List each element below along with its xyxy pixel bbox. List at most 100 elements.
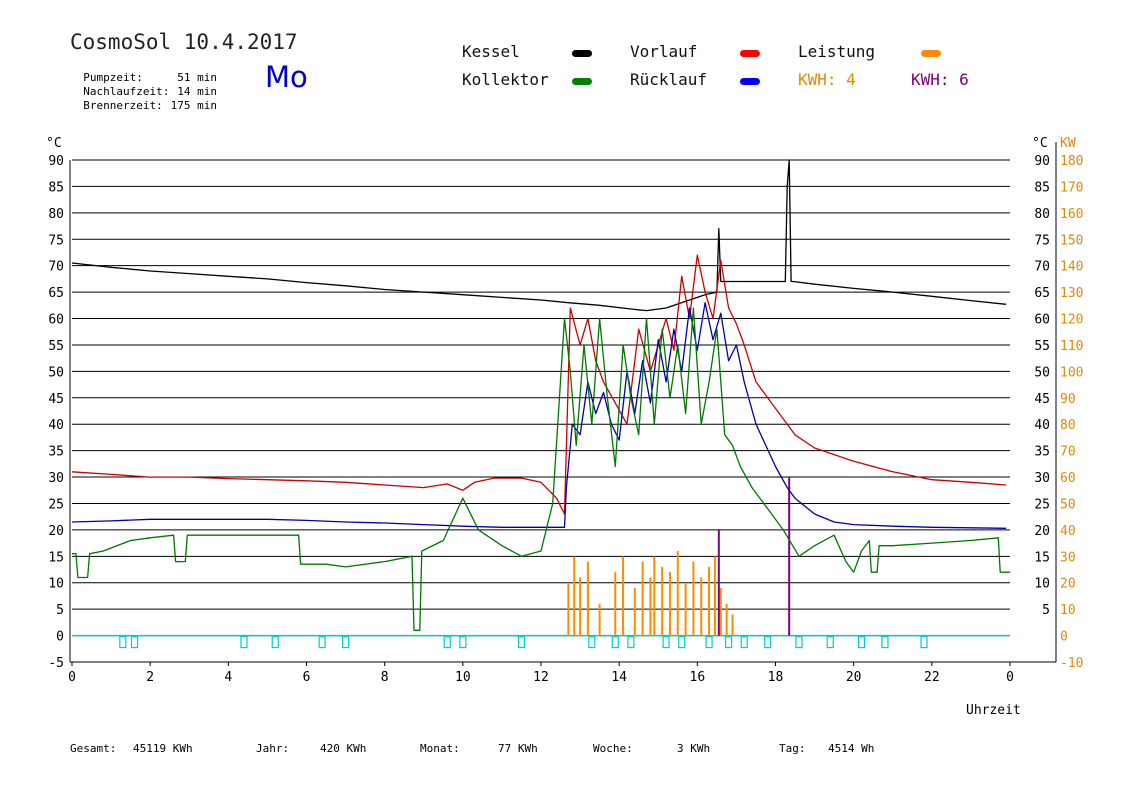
x-tick-label: 20 xyxy=(846,670,862,685)
y-tick-label-left: 30 xyxy=(48,471,64,486)
x-tick-label: 2 xyxy=(146,670,154,685)
footer-tag-label: Tag: xyxy=(779,742,806,755)
y-tick-label-right-kw: 170 xyxy=(1060,180,1083,195)
axis-labels: °C °C KW Uhrzeit xyxy=(46,136,1076,718)
y-tick-label-right-c: 70 xyxy=(1034,260,1050,275)
legend-leistung-swatch xyxy=(921,50,941,57)
y-tick-label-right-kw: 150 xyxy=(1060,233,1083,248)
y-tick-label-left: 40 xyxy=(48,418,64,433)
y-tick-label-right-c: 85 xyxy=(1034,180,1050,195)
pump-marker xyxy=(443,635,451,649)
y-tick-label-left: 0 xyxy=(56,630,64,645)
y-tick-label-right-kw: 140 xyxy=(1060,260,1083,275)
y-tick-label-left: 20 xyxy=(48,524,64,539)
y-tick-label-right-c: 90 xyxy=(1034,154,1050,169)
info-pumpzeit: Pumpzeit: 51 min xyxy=(70,58,217,84)
y-tick-label-right-kw: 110 xyxy=(1060,339,1083,354)
info-pumpzeit-value: 51 min xyxy=(177,71,217,84)
y-tick-label-right-kw: 80 xyxy=(1060,418,1076,433)
x-tick-label: 18 xyxy=(768,670,784,685)
y-tick-label-left: 10 xyxy=(48,577,64,592)
footer-tag-value: 4514 Wh xyxy=(828,742,875,755)
y-tick-label-right-c: 30 xyxy=(1034,471,1050,486)
pump-marker xyxy=(240,635,248,649)
tick-labels: -505101520253035404550556065707580859051… xyxy=(48,154,1083,685)
y-tick-label-right-c: 80 xyxy=(1034,207,1050,222)
y-tick-label-left: 60 xyxy=(48,313,64,328)
info-nachlaufzeit-label: Nachlaufzeit: xyxy=(83,85,170,98)
y-tick-label-right-c: 35 xyxy=(1034,445,1050,460)
y-tick-label-right-c: 50 xyxy=(1034,365,1050,380)
pump-marker xyxy=(881,635,889,649)
pump-marker xyxy=(724,635,733,649)
grid-lines xyxy=(72,159,1010,637)
leistung-bars xyxy=(567,477,791,636)
y-tick-label-right-kw: 130 xyxy=(1060,286,1083,301)
series-line-vorlauf xyxy=(71,254,1007,515)
x-tick-label: 16 xyxy=(690,670,706,685)
info-nachlaufzeit: Nachlaufzeit: 14 min xyxy=(70,72,217,98)
info-brennerzeit-value: 175 min xyxy=(170,99,217,112)
x-tick-label: 10 xyxy=(455,670,471,685)
ylabel-left: °C xyxy=(46,136,62,151)
x-tick-label: 6 xyxy=(303,670,311,685)
y-tick-label-left: 50 xyxy=(48,365,64,380)
y-tick-label-right-c: 65 xyxy=(1034,286,1050,301)
info-brennerzeit: Brennerzeit: 175 min xyxy=(70,86,217,112)
y-tick-label-left: 85 xyxy=(48,180,64,195)
y-tick-label-right-c: 25 xyxy=(1034,497,1050,512)
y-tick-label-right-kw: 120 xyxy=(1060,313,1083,328)
pump-marker xyxy=(662,635,670,649)
legend-kollektor-swatch xyxy=(572,78,592,85)
series-line-kollektor xyxy=(72,307,1010,631)
legend-ruecklauf-label: Rücklauf xyxy=(630,70,708,89)
legend-leistung-label: Leistung xyxy=(798,42,876,61)
y-tick-label-left: 80 xyxy=(48,207,64,222)
footer-gesamt-label: Gesamt: xyxy=(70,742,117,755)
legend-kwh-b: KWH: 6 xyxy=(911,70,969,89)
y-tick-label-right-c: 45 xyxy=(1034,392,1050,407)
y-tick-label-left: 45 xyxy=(48,392,64,407)
legend-ruecklauf-swatch xyxy=(740,78,760,85)
x-tick-label: 8 xyxy=(381,670,389,685)
pump-marker xyxy=(857,635,866,649)
y-tick-label-right-kw: -10 xyxy=(1060,656,1083,671)
y-tick-label-right-kw: 160 xyxy=(1060,207,1083,222)
y-tick-label-right-kw: 0 xyxy=(1060,630,1068,645)
series-lines xyxy=(71,159,1010,631)
ylabel-right-c: °C xyxy=(1032,136,1048,151)
pump-marker xyxy=(611,635,619,649)
footer-jahr-value: 420 KWh xyxy=(320,742,367,755)
y-tick-label-right-c: 60 xyxy=(1034,313,1050,328)
y-tick-label-right-kw: 50 xyxy=(1060,497,1076,512)
y-tick-label-left: 75 xyxy=(48,233,64,248)
info-nachlaufzeit-value: 14 min xyxy=(177,85,217,98)
legend-vorlauf-label: Vorlauf xyxy=(630,42,698,61)
y-tick-label-right-c: 15 xyxy=(1034,550,1050,565)
pump-marker xyxy=(705,635,713,649)
pump-marker xyxy=(119,635,127,649)
y-tick-label-right-kw: 10 xyxy=(1060,603,1076,618)
x-tick-label: 14 xyxy=(611,670,627,685)
y-tick-label-left: 90 xyxy=(48,154,64,169)
footer-monat-label: Monat: xyxy=(420,742,460,755)
ylabel-right-kw: KW xyxy=(1060,136,1076,151)
y-tick-label-right-kw: 40 xyxy=(1060,524,1076,539)
pump-marker xyxy=(588,635,596,649)
info-brennerzeit-label: Brennerzeit: xyxy=(83,99,163,112)
y-tick-label-left: 5 xyxy=(56,603,64,618)
y-tick-label-right-c: 75 xyxy=(1034,233,1050,248)
x-tick-label: 12 xyxy=(533,670,549,685)
pump-marker xyxy=(920,635,928,649)
y-tick-label-right-kw: 20 xyxy=(1060,577,1076,592)
y-tick-label-right-c: 20 xyxy=(1034,524,1050,539)
pump-marker xyxy=(826,635,834,649)
x-tick-label: 4 xyxy=(224,670,232,685)
pump-marker xyxy=(764,635,772,649)
info-pumpzeit-label: Pumpzeit: xyxy=(83,71,143,84)
pump-marker xyxy=(678,635,686,649)
pump-marker xyxy=(740,635,748,649)
legend-kessel-swatch xyxy=(572,50,592,57)
chart-title: CosmoSol 10.4.2017 xyxy=(70,30,298,54)
pump-marker xyxy=(795,635,803,649)
